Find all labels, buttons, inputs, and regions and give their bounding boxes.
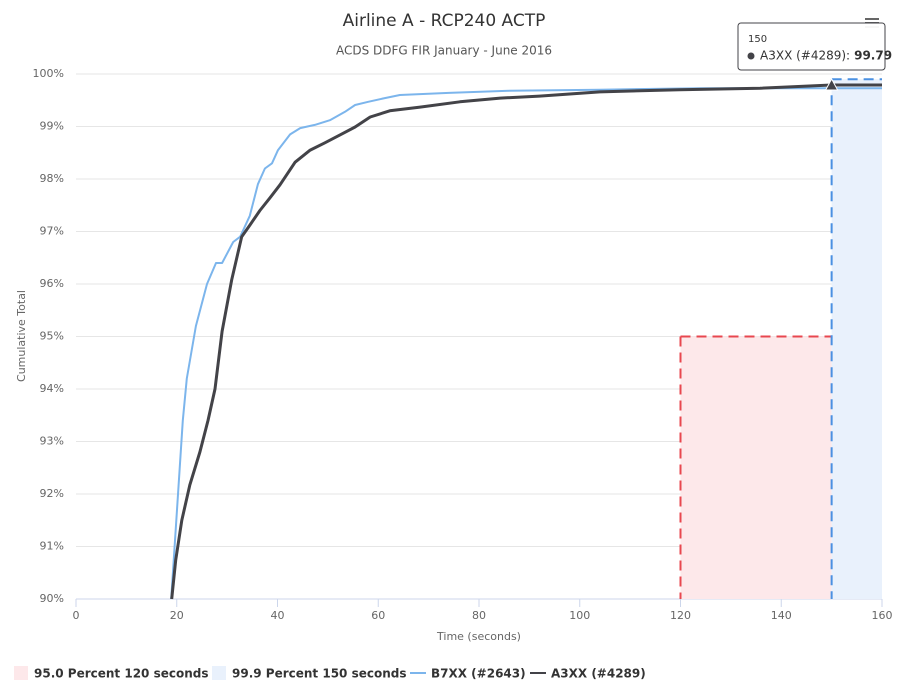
series-line	[170, 83, 882, 600]
chart-title: Airline A - RCP240 ACTP	[343, 11, 546, 31]
y-tick-label: 96%	[40, 277, 64, 290]
band-area	[831, 79, 882, 599]
x-tick-label: 160	[872, 609, 893, 622]
legend-label: B7XX (#2643)	[431, 667, 526, 681]
y-tick-label: 94%	[40, 382, 64, 395]
x-tick-label: 100	[569, 609, 590, 622]
legend-label: 99.9 Percent 150 seconds	[232, 667, 407, 681]
y-tick-label: 100%	[33, 67, 64, 80]
x-tick-label: 40	[271, 609, 285, 622]
legend-swatch	[14, 666, 28, 680]
series-line	[170, 87, 882, 600]
chart-subtitle: ACDS DDFG FIR January - June 2016	[336, 44, 552, 58]
tooltip-bullet	[747, 52, 755, 60]
x-tick-label: 0	[73, 609, 80, 622]
y-tick-label: 98%	[40, 172, 64, 185]
x-tick-label: 20	[170, 609, 184, 622]
y-axis-title: Cumulative Total	[15, 290, 28, 382]
x-tick-label: 60	[371, 609, 385, 622]
legend-label: 95.0 Percent 120 seconds	[34, 667, 209, 681]
hover-marker	[824, 77, 839, 91]
tooltip-value: 99.79	[854, 49, 892, 63]
tooltip-header: 150	[748, 34, 767, 45]
band-area	[680, 336, 832, 599]
legend-swatch	[212, 666, 226, 680]
x-tick-label: 120	[670, 609, 691, 622]
y-tick-label: 99%	[40, 120, 64, 133]
y-tick-label: 93%	[40, 435, 64, 448]
x-axis-title: Time (seconds)	[436, 630, 521, 643]
tooltip-box	[737, 22, 886, 71]
y-tick-label: 95%	[40, 330, 64, 343]
y-tick-label: 91%	[40, 540, 64, 553]
y-tick-label: 92%	[40, 487, 64, 500]
tooltip-label: A3XX (#4289):	[760, 49, 850, 63]
x-tick-label: 80	[472, 609, 486, 622]
x-tick-label: 140	[771, 609, 792, 622]
legend-label: A3XX (#4289)	[551, 667, 646, 681]
y-tick-label: 97%	[40, 225, 64, 238]
y-tick-label: 90%	[40, 592, 64, 605]
